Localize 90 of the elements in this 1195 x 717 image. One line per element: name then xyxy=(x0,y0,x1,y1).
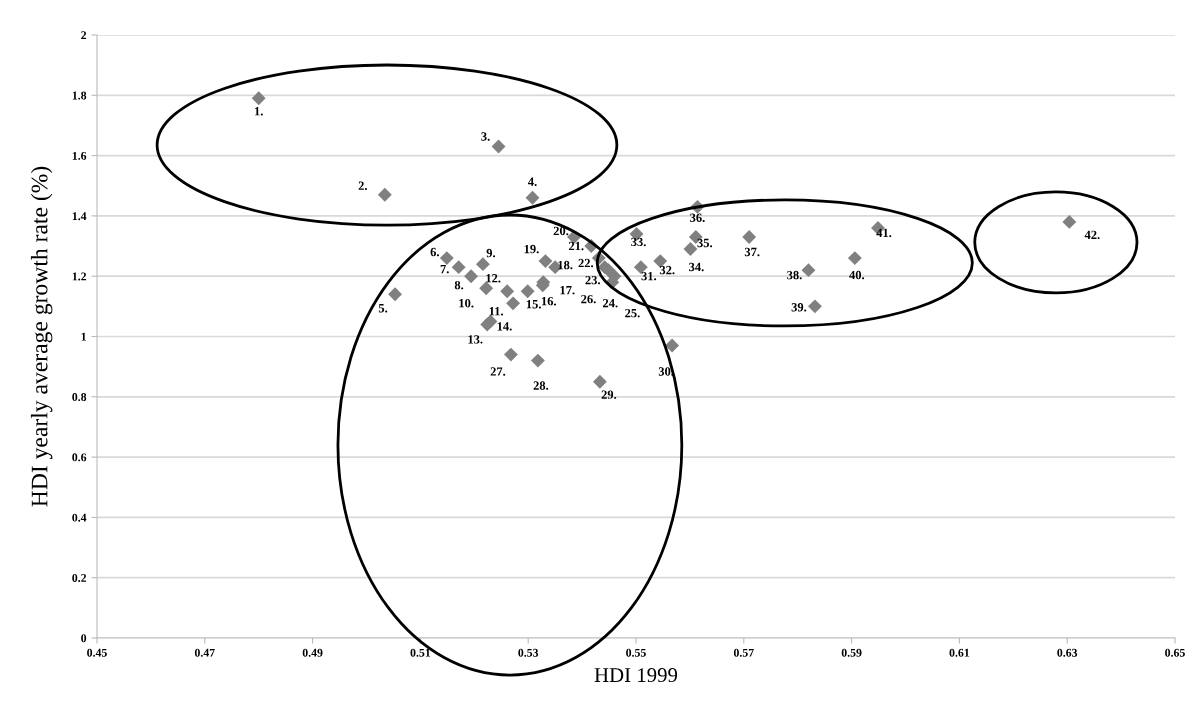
annotation: 7. xyxy=(440,264,449,274)
annotation: 40. xyxy=(849,270,865,280)
x-tick-label: 0.65 xyxy=(1165,648,1185,657)
annotation: 34. xyxy=(689,262,704,272)
annotation: 1. xyxy=(255,107,263,116)
annotation: 31. xyxy=(641,271,657,281)
annotation: 28. xyxy=(533,381,549,390)
point xyxy=(520,284,535,299)
y-tick-label: 0.4 xyxy=(72,513,87,522)
annotation: 9. xyxy=(486,248,496,258)
annotation: 42. xyxy=(1084,230,1100,240)
annotation: 37. xyxy=(744,247,760,257)
point xyxy=(801,263,816,278)
x-tick-label: 0.49 xyxy=(302,648,323,657)
point xyxy=(500,284,515,299)
y-tick-label: 1.8 xyxy=(72,91,87,100)
annotation: 23. xyxy=(585,275,600,285)
annotation: 19. xyxy=(524,244,539,254)
annotation: 41. xyxy=(876,228,892,238)
annotation: 2. xyxy=(358,181,367,190)
point xyxy=(251,91,266,106)
annotation: 29. xyxy=(601,390,617,399)
point xyxy=(525,190,540,205)
annotation: 8. xyxy=(454,280,464,290)
annotation: 27. xyxy=(490,367,506,376)
y-axis-title: HDI yearly average growth rate (%) xyxy=(30,166,53,507)
x-tick-label: 0.45 xyxy=(87,648,107,657)
point xyxy=(377,187,392,202)
point xyxy=(475,257,490,272)
annotation: 39. xyxy=(791,303,807,312)
annotation: 13. xyxy=(468,335,483,344)
point xyxy=(439,251,454,266)
point xyxy=(451,260,466,275)
y-tick-label: 0 xyxy=(81,634,87,643)
annotation: 21. xyxy=(568,241,584,251)
annotation: 5. xyxy=(378,304,388,313)
x-axis-title: HDI 1999 xyxy=(594,668,678,683)
point xyxy=(506,296,521,311)
annotation: 16. xyxy=(541,296,557,306)
annotation: 20. xyxy=(553,226,569,236)
x-tick-label: 0.51 xyxy=(410,648,431,657)
point xyxy=(665,338,680,353)
y-tick-label: 1.4 xyxy=(72,212,87,221)
annotation: 4. xyxy=(528,177,537,186)
annotation: 38. xyxy=(787,270,802,280)
x-tick-label: 0.55 xyxy=(626,648,646,657)
annotation: 25. xyxy=(625,308,640,318)
annotation: 12. xyxy=(486,274,501,283)
annotation: 24. xyxy=(603,298,618,308)
y-tick-label: 2 xyxy=(81,31,87,40)
annotation: 35. xyxy=(697,238,713,248)
y-tick-label: 1.2 xyxy=(72,272,87,281)
x-tick-label: 0.61 xyxy=(949,648,970,657)
point xyxy=(1062,214,1077,229)
annotation: 15. xyxy=(526,300,541,309)
x-tick-label: 0.47 xyxy=(194,648,215,657)
point xyxy=(530,353,545,368)
point xyxy=(491,139,506,154)
point xyxy=(538,254,553,269)
x-tick-label: 0.57 xyxy=(733,648,754,657)
x-tick-label: 0.63 xyxy=(1057,648,1078,657)
annotation: 22. xyxy=(578,258,594,268)
y-tick-label: 1.6 xyxy=(72,151,87,160)
annotation: 11. xyxy=(489,307,504,316)
y-tick-label: 0.2 xyxy=(72,573,87,582)
annotation: 10. xyxy=(459,298,474,308)
point xyxy=(683,242,698,257)
point xyxy=(388,287,403,302)
annotation: 6. xyxy=(430,247,439,257)
annotation: 17. xyxy=(560,285,575,295)
x-tick-label: 0.59 xyxy=(841,648,862,657)
y-tick-label: 0.8 xyxy=(72,393,87,402)
annotation: 32. xyxy=(659,265,675,275)
annotation: 3. xyxy=(481,132,490,141)
point xyxy=(808,299,822,314)
point xyxy=(847,251,862,266)
point xyxy=(504,347,518,362)
point xyxy=(464,269,479,284)
y-tick-label: 0.6 xyxy=(72,453,87,462)
point xyxy=(479,281,494,296)
annotation: 18. xyxy=(558,260,573,270)
annotation: 26. xyxy=(581,294,596,304)
point xyxy=(601,263,616,278)
x-tick-label: 0.53 xyxy=(518,648,539,657)
point xyxy=(592,374,607,389)
annotation: 14. xyxy=(497,322,512,331)
y-tick-label: 1 xyxy=(81,332,86,341)
annotation: 33. xyxy=(631,237,646,247)
annotation: 36. xyxy=(690,213,705,223)
point xyxy=(742,230,757,244)
